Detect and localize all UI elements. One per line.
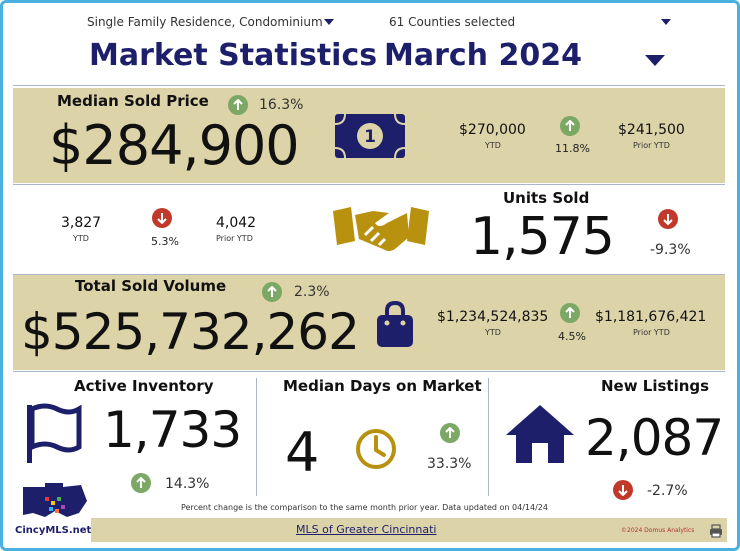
listings-change: -2.7% — [647, 483, 688, 499]
units-sold-panel: 3,827 YTD 5.3% 4,042 Prior YTD Units Sol… — [13, 185, 725, 273]
arrow-up-icon — [440, 423, 460, 443]
median-price-label: Median Sold Price — [57, 92, 209, 110]
flag-icon — [25, 403, 83, 469]
arrow-down-icon — [613, 480, 633, 500]
units-sold-ytd-label: YTD — [73, 234, 89, 243]
chevron-down-icon[interactable] — [324, 19, 334, 25]
logo-map-icon — [23, 483, 87, 517]
divider — [13, 274, 725, 275]
arrow-up-icon — [131, 473, 151, 493]
footer-credit: ©2024 Domus Analytics — [621, 527, 695, 534]
handshake-icon — [329, 201, 433, 261]
counties-filter[interactable]: 61 Counties selected — [389, 15, 515, 29]
arrow-down-icon — [152, 208, 172, 228]
period-select[interactable]: March 2024 — [384, 38, 582, 73]
units-sold-ytd-value: 3,827 — [61, 215, 102, 231]
clock-icon — [354, 427, 398, 475]
divider — [488, 378, 489, 496]
listings-value: 2,087 — [585, 409, 724, 467]
arrow-up-icon — [560, 116, 580, 136]
inventory-change: 14.3% — [165, 476, 210, 492]
inventory-label: Active Inventory — [74, 377, 214, 395]
volume-ytd-change: 4.5% — [558, 330, 586, 343]
median-price-prior-value: $241,500 — [618, 122, 685, 138]
units-sold-value: 1,575 — [470, 207, 615, 267]
print-icon[interactable] — [709, 523, 723, 542]
volume-prior-value: $1,181,676,421 — [595, 309, 707, 325]
units-sold-prior-value: 4,042 — [216, 215, 257, 231]
svg-text:1: 1 — [364, 127, 376, 147]
chevron-down-icon[interactable] — [645, 55, 665, 66]
dollar-bill-icon: 1 — [333, 112, 407, 164]
volume-prior-label: Prior YTD — [633, 328, 670, 337]
units-sold-prior-label: Prior YTD — [216, 234, 253, 243]
units-sold-label: Units Sold — [503, 189, 590, 207]
divider — [13, 85, 725, 86]
volume-panel: Total Sold Volume 2.3% $525,732,262 $1,2… — [13, 275, 725, 370]
divider — [256, 378, 257, 496]
dom-value: 4 — [285, 421, 319, 484]
median-price-ytd-label: YTD — [485, 141, 501, 150]
volume-change: 2.3% — [294, 284, 330, 300]
volume-value: $525,732,262 — [21, 303, 360, 361]
volume-ytd-label: YTD — [485, 328, 501, 337]
median-price-panel: Median Sold Price 16.3% $284,900 1 $270,… — [13, 88, 725, 183]
volume-label: Total Sold Volume — [75, 277, 227, 295]
arrow-up-icon — [560, 303, 580, 323]
dom-label: Median Days on Market — [283, 377, 482, 395]
units-sold-ytd-change: 5.3% — [151, 235, 179, 248]
median-price-ytd-change: 11.8% — [555, 142, 590, 155]
median-price-value: $284,900 — [49, 114, 300, 177]
arrow-up-icon — [262, 282, 282, 302]
median-price-prior-label: Prior YTD — [633, 141, 670, 150]
shopping-bag-icon — [375, 300, 415, 353]
divider — [13, 371, 725, 372]
cincymls-logo[interactable]: CincyMLS.net — [15, 481, 91, 536]
page-title: Market Statistics — [89, 38, 378, 73]
logo-text: CincyMLS.net — [15, 525, 92, 536]
footer-note: Percent change is the comparison to the … — [181, 503, 548, 512]
property-type-filter[interactable]: Single Family Residence, Condominium — [87, 15, 323, 29]
chevron-down-icon[interactable] — [661, 19, 671, 25]
inventory-value: 1,733 — [103, 401, 242, 459]
arrow-up-icon — [228, 95, 248, 115]
counties-value: 61 Counties selected — [389, 15, 516, 29]
units-sold-change: -9.3% — [650, 242, 691, 258]
footer-bar: MLS of Greater Cincinnati ©2024 Domus An… — [91, 518, 727, 542]
volume-ytd-value: $1,234,524,835 — [437, 309, 549, 325]
arrow-down-icon — [658, 209, 678, 229]
median-price-change: 16.3% — [259, 97, 304, 113]
dom-change: 33.3% — [427, 456, 472, 472]
property-type-value: Single Family Residence, Condominium — [87, 15, 323, 29]
median-price-ytd-value: $270,000 — [459, 122, 526, 138]
mls-link[interactable]: MLS of Greater Cincinnati — [296, 523, 437, 536]
listings-label: New Listings — [601, 377, 710, 395]
divider — [13, 184, 725, 185]
house-icon — [504, 403, 576, 469]
